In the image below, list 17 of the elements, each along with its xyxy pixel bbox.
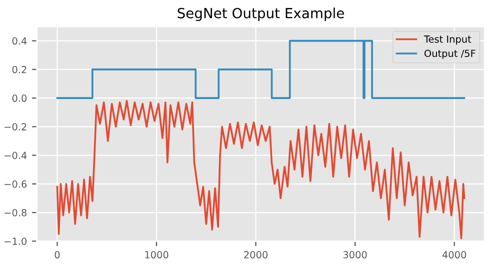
line-series	[56, 100, 466, 240]
y-tick-label: 0.4	[12, 37, 27, 45]
y-tick-label: −1.0	[4, 238, 27, 245]
y-tick-label: −0.8	[4, 209, 27, 216]
y-tick-label: −0.6	[4, 180, 27, 188]
x-tick-label: 2000	[244, 251, 268, 258]
x-tick-label: 0	[54, 251, 60, 258]
y-tick-label: 0.2	[12, 66, 26, 74]
x-tick-label: 4000	[442, 251, 466, 258]
x-tick-label: 3000	[343, 251, 367, 258]
legend-label: Output /5F	[424, 50, 476, 59]
chart-title: SegNet Output Example	[178, 8, 344, 22]
x-tick-label: 1000	[145, 251, 168, 258]
y-tick-label: −0.4	[4, 152, 27, 160]
legend-label: Test Input	[424, 36, 472, 45]
y-tick-label: −0.2	[4, 123, 26, 130]
y-tick-label: 0.0	[12, 94, 27, 102]
